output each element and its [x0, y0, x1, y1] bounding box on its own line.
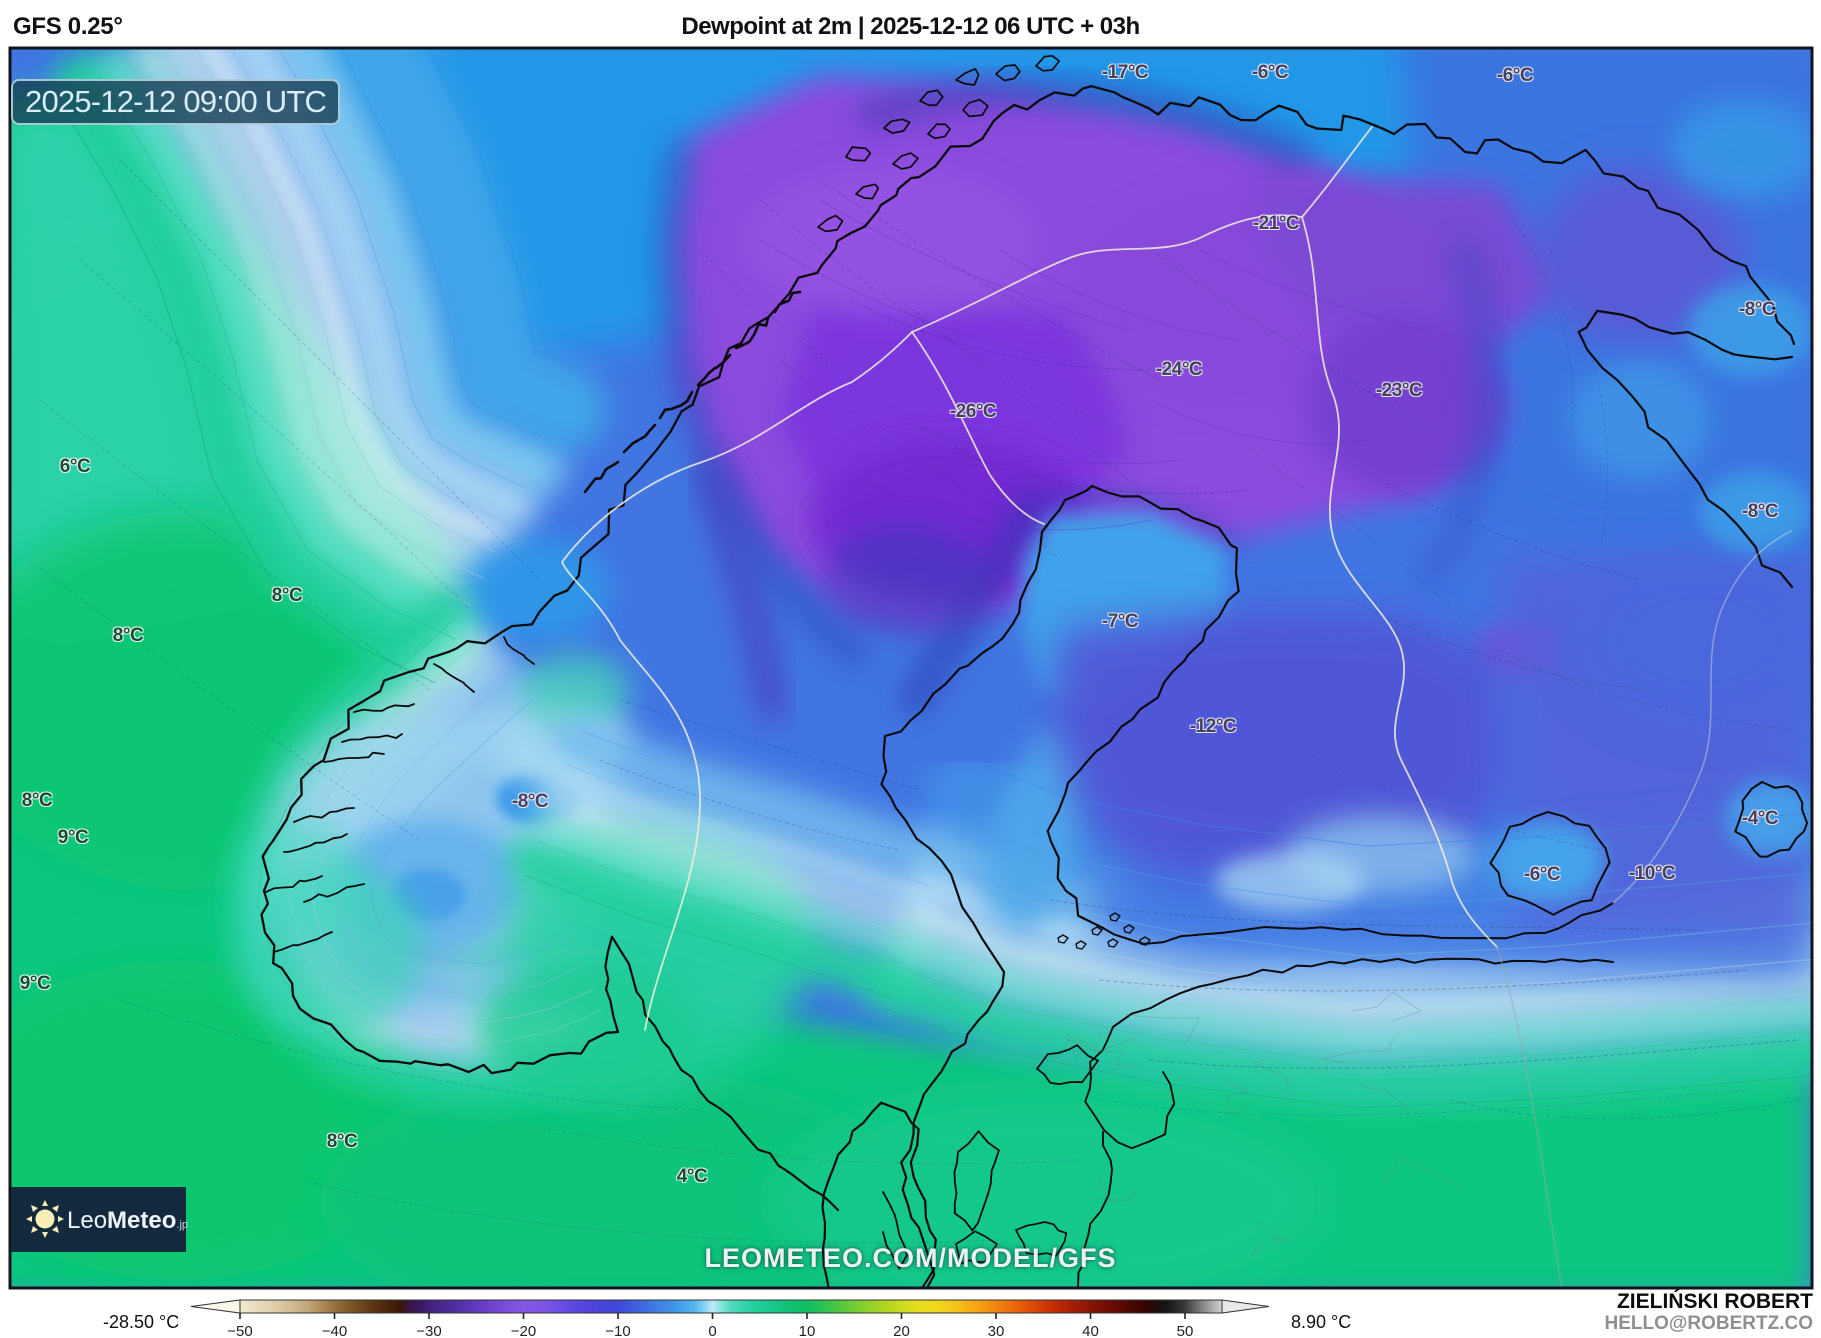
- svg-text:10: 10: [799, 1323, 816, 1338]
- svg-text:0: 0: [708, 1323, 716, 1338]
- svg-text:40: 40: [1082, 1323, 1099, 1338]
- svg-text:−50: −50: [227, 1323, 252, 1338]
- svg-text:−40: −40: [322, 1323, 347, 1338]
- svg-text:20: 20: [893, 1323, 910, 1338]
- svg-text:−20: −20: [511, 1323, 536, 1338]
- svg-text:50: 50: [1177, 1323, 1194, 1338]
- svg-text:30: 30: [988, 1323, 1005, 1338]
- svg-text:−10: −10: [605, 1323, 630, 1338]
- svg-text:−30: −30: [416, 1323, 441, 1338]
